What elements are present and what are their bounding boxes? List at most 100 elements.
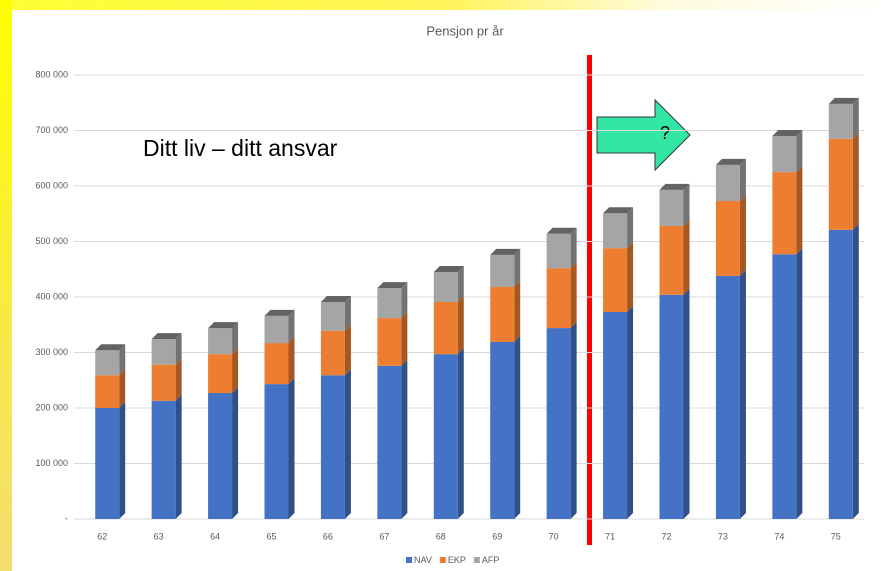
x-tick-label: 68	[436, 531, 446, 541]
bar	[828, 103, 853, 139]
y-tick-label: -	[65, 513, 68, 523]
bar-side	[401, 312, 408, 366]
bar	[490, 254, 515, 288]
bar-side	[119, 369, 126, 408]
bar	[659, 225, 684, 295]
bar	[546, 328, 571, 519]
bar	[151, 339, 176, 365]
bar-side	[739, 194, 746, 276]
bar-top	[715, 158, 746, 165]
bar	[320, 375, 345, 519]
y-tick-label: 400 000	[35, 291, 68, 301]
bar	[603, 311, 628, 519]
bar	[377, 318, 402, 366]
bar	[208, 393, 233, 519]
bar	[772, 136, 797, 173]
arrow	[596, 98, 691, 172]
bar-side	[796, 248, 803, 519]
bar	[715, 200, 740, 276]
bar-top	[264, 309, 295, 316]
y-tick-label: 800 000	[35, 69, 68, 79]
bar-top	[772, 130, 803, 137]
bar-side	[739, 269, 746, 519]
bar-top	[546, 227, 577, 234]
bar-side	[175, 358, 182, 401]
x-tick-label: 71	[605, 531, 615, 541]
bar	[95, 350, 120, 376]
legend-swatch	[473, 557, 480, 563]
bar	[320, 330, 345, 376]
annotation: Ditt liv – ditt ansvar	[143, 135, 338, 161]
x-tick-label: 67	[379, 531, 389, 541]
y-tick-label: 200 000	[35, 402, 68, 412]
bar	[659, 294, 684, 519]
bar	[546, 268, 571, 329]
slide-border	[0, 0, 12, 571]
bar-side	[232, 322, 239, 355]
bar-side	[627, 207, 634, 249]
bar-side	[457, 295, 464, 355]
bar-side	[457, 348, 464, 519]
x-tick-label: 72	[661, 531, 671, 541]
bar	[828, 138, 853, 230]
bar	[715, 275, 740, 519]
bar	[320, 301, 345, 331]
bar-side	[344, 324, 351, 376]
bar	[546, 233, 571, 269]
bar-side	[852, 132, 859, 230]
bar	[490, 341, 515, 519]
legend-label: AFP	[482, 555, 500, 565]
bar	[433, 354, 458, 519]
legend-swatch	[439, 557, 446, 563]
bar	[603, 248, 628, 312]
bar-side	[852, 97, 859, 139]
bar	[772, 254, 797, 519]
bar-side	[288, 337, 295, 385]
bar	[264, 343, 289, 385]
bar-top	[828, 97, 859, 104]
chart: Pensjon pr år Ditt liv – ditt ansvar ? -…	[12, 10, 894, 571]
bar-top	[603, 207, 634, 214]
bar	[208, 354, 233, 394]
bar	[377, 365, 402, 519]
bar-top	[95, 344, 126, 351]
x-tick-label: 69	[492, 531, 502, 541]
bar-side	[796, 166, 803, 255]
x-tick-label: 63	[154, 531, 164, 541]
bar	[828, 229, 853, 519]
bar	[208, 328, 233, 355]
legend-label: EKP	[448, 555, 466, 565]
bar-top	[490, 248, 521, 255]
bar-side	[627, 242, 634, 312]
bar	[490, 287, 515, 342]
bar-side	[175, 394, 182, 519]
bar-side	[852, 223, 859, 519]
bar-top	[151, 333, 182, 340]
bar-side	[514, 248, 521, 288]
bar-side	[739, 158, 746, 201]
bar-side	[457, 266, 464, 302]
bar-side	[119, 402, 126, 519]
bar-side	[175, 333, 182, 365]
y-tick-label: 500 000	[35, 236, 68, 246]
bar	[772, 172, 797, 255]
bar	[433, 272, 458, 302]
bar-side	[288, 309, 295, 344]
bar-side	[570, 227, 577, 269]
bar-side	[514, 281, 521, 342]
bar-side	[401, 359, 408, 519]
bar-side	[514, 335, 521, 519]
bar	[264, 315, 289, 344]
bar-side	[683, 219, 690, 295]
bar-side	[232, 348, 239, 394]
bar	[95, 408, 120, 519]
annotation: ?	[660, 123, 670, 143]
bar-side	[344, 369, 351, 519]
y-tick-label: 600 000	[35, 180, 68, 190]
x-tick-label: 66	[323, 531, 333, 541]
bar-side	[627, 305, 634, 519]
bar-side	[683, 288, 690, 519]
bar-side	[344, 295, 351, 331]
bar-top	[320, 295, 351, 302]
